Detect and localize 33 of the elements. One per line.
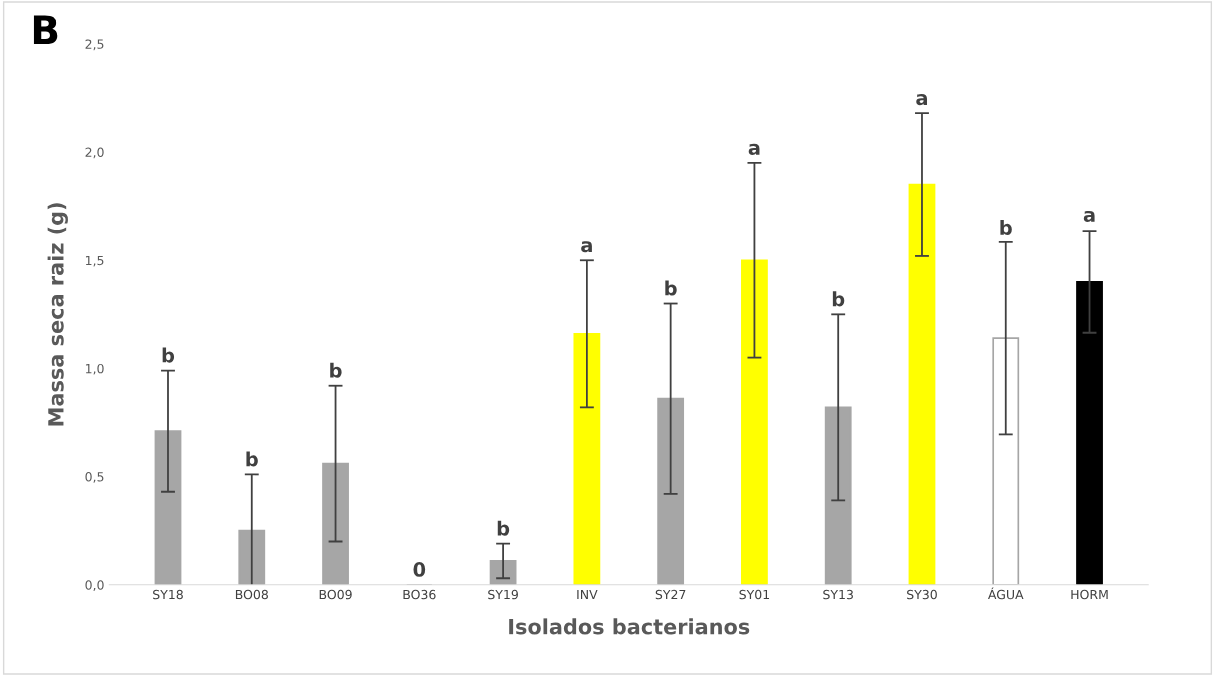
y-tick-label: 2,5	[85, 39, 104, 51]
x-axis-title: Isolados bacterianos	[509, 618, 750, 635]
y-tick-label: 1,5	[85, 255, 104, 267]
x-tick-label: BO09	[319, 589, 352, 600]
x-tick-label: BO36	[403, 589, 436, 600]
x-tick-label: SY30	[907, 589, 937, 600]
x-tick-label: SY13	[823, 589, 853, 600]
annotation: a	[1083, 210, 1095, 223]
annotation: a	[748, 143, 760, 155]
x-tick-label: BO08	[235, 589, 268, 600]
annotation: b	[497, 520, 510, 536]
x-tick-label: SY19	[488, 589, 518, 600]
x-tick-label: HORM	[1071, 589, 1108, 600]
x-tick-label: SY18	[153, 589, 183, 600]
y-tick-label: 2,0	[85, 147, 104, 159]
x-tick-label: SY01	[739, 589, 770, 600]
x-tick-label: INV	[577, 589, 598, 600]
x-tick-label: ÁGUA	[987, 587, 1024, 600]
y-tick-label: 0,5	[85, 472, 104, 483]
annotation: b	[330, 362, 342, 378]
annotation: b	[832, 291, 845, 307]
y-tick-label: 1,0	[85, 363, 104, 375]
annotation: b	[1000, 219, 1012, 236]
chart-title: B	[33, 15, 58, 44]
annotation: b	[246, 451, 258, 467]
annotation: b	[665, 280, 677, 296]
annotation: a	[581, 241, 592, 253]
annotation: a	[916, 94, 928, 106]
y-tick-label: 0,0	[85, 580, 104, 591]
x-tick-label: SY27	[655, 589, 686, 600]
annotation: b	[162, 347, 175, 363]
annotation: 0	[413, 562, 426, 577]
y-axis-title: Massa seca raiz (g)	[47, 203, 68, 426]
